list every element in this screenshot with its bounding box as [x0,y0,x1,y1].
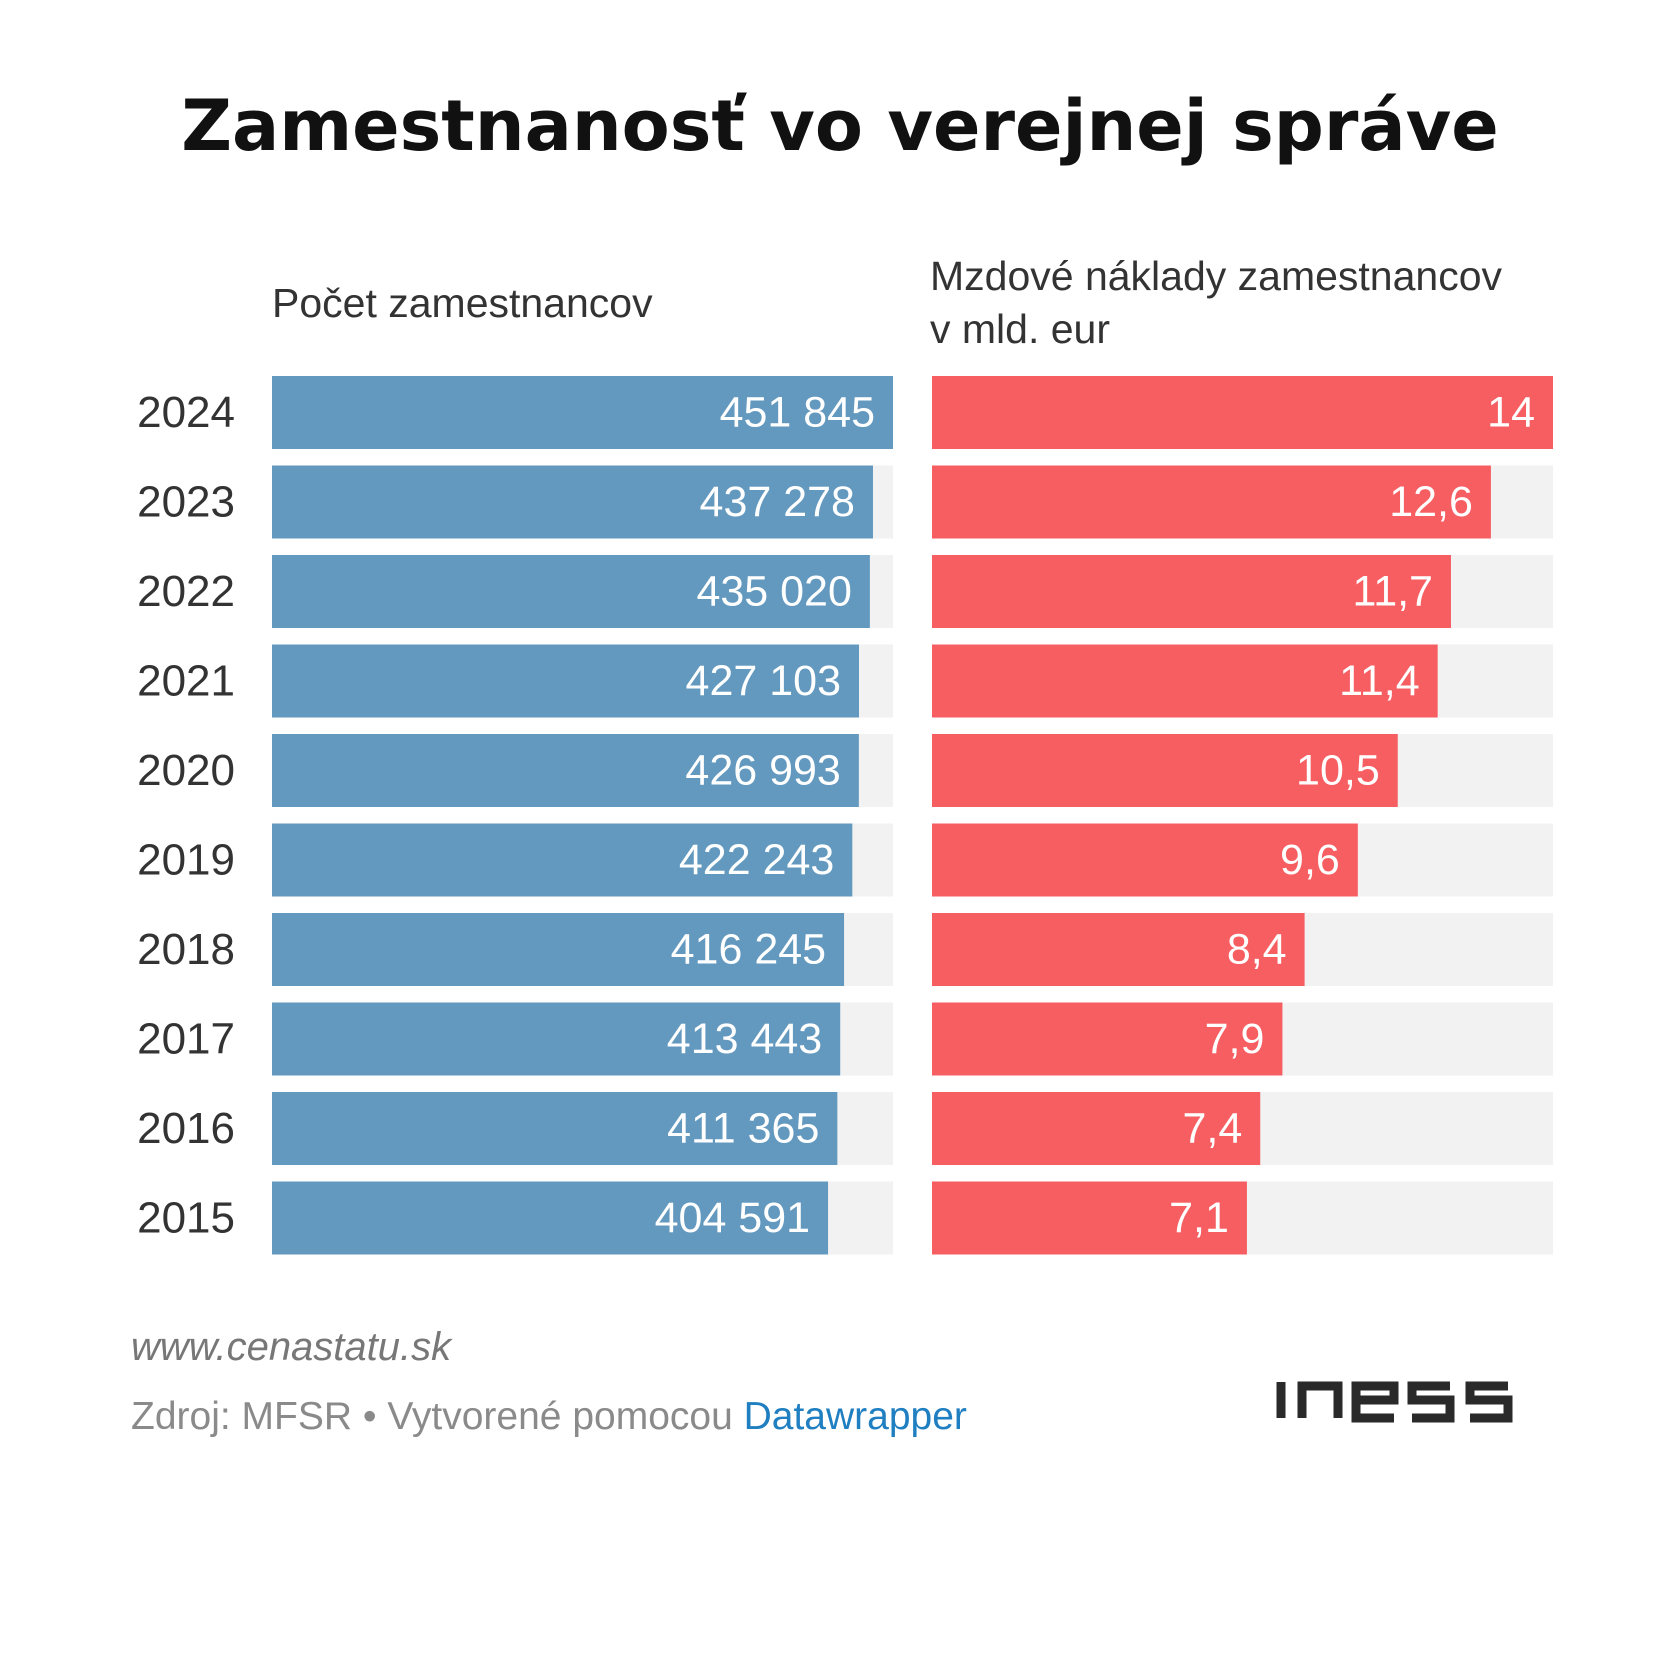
bar-value-label: 11,4 [1339,657,1420,705]
bar-value-label: 413 443 [667,1015,822,1063]
wage-cost-bar [932,1181,1247,1255]
wage-cost-bar [932,555,1451,628]
footer-source: Zdroj: MFSR • Vytvorené pomocou Datawrap… [131,1395,967,1439]
wage-cost-bar [932,734,1398,807]
iness-logo [1270,1370,1570,1435]
bar-value-label: 427 103 [686,657,841,705]
bar-value-label: 12,6 [1389,478,1473,526]
year-label: 2023 [137,478,235,527]
bar-value-label: 451 845 [720,389,875,437]
bar-value-label: 9,6 [1280,836,1340,884]
wage-cost-bar [932,465,1491,539]
bar-value-label: 11,7 [1352,568,1433,616]
wage-cost-bar [932,913,1305,986]
left-header-line: Počet zamestnancov [272,280,653,326]
wage-cost-bar [932,376,1553,449]
bar-value-label: 422 243 [679,836,834,884]
year-label: 2019 [137,836,235,885]
right-column-header: Mzdové náklady zamestnancov v mld. eur [930,250,1502,356]
year-label: 2016 [137,1104,235,1153]
bar-value-label: 14 [1487,389,1535,437]
employees-bar [272,1002,841,1076]
year-label: 2015 [137,1194,235,1243]
employees-bar [272,376,893,449]
bar-value-label: 437 278 [700,478,855,526]
year-label: 2017 [137,1015,235,1064]
employees-bar [272,1092,838,1165]
bar-value-label: 416 245 [671,926,826,974]
wage-cost-bar [932,1002,1283,1076]
wage-cost-bar [932,1092,1261,1165]
bar-value-label: 411 365 [667,1105,819,1153]
year-label: 2024 [137,388,235,437]
employees-bar [272,913,845,986]
footer-source-text: Zdroj: MFSR • Vytvorené pomocou [131,1395,744,1438]
year-label: 2020 [137,746,235,795]
bar-value-label: 8,4 [1227,926,1287,974]
bar-value-label: 404 591 [655,1194,810,1242]
employees-bar [272,734,859,807]
left-column-header: Počet zamestnancov [272,277,653,330]
datawrapper-link[interactable]: Datawrapper [743,1395,967,1438]
bar-value-label: 7,1 [1169,1194,1229,1242]
year-label: 2021 [137,657,235,706]
employees-bar [272,465,873,539]
right-header-line-2: v mld. eur [930,306,1110,352]
wage-cost-bar [932,644,1438,718]
footer-site[interactable]: www.cenastatu.sk [131,1325,452,1369]
wage-cost-bar [932,823,1358,897]
right-header-line-1: Mzdové náklady zamestnancov [930,253,1503,299]
year-label: 2018 [137,925,235,974]
bar-value-label: 10,5 [1296,747,1380,795]
bar-value-label: 426 993 [685,747,840,795]
employees-bar [272,823,853,897]
chart-title: Zamestnanosť vo verejnej správe [181,85,1499,167]
iness-logo-mark [1276,1381,1513,1423]
employees-bar [272,555,870,628]
bar-value-label: 7,4 [1182,1105,1242,1153]
employees-bar [272,1181,829,1255]
employees-bar [272,644,859,718]
year-label: 2022 [137,567,235,616]
bar-value-label: 435 020 [696,568,851,616]
bar-value-label: 7,9 [1205,1015,1265,1063]
